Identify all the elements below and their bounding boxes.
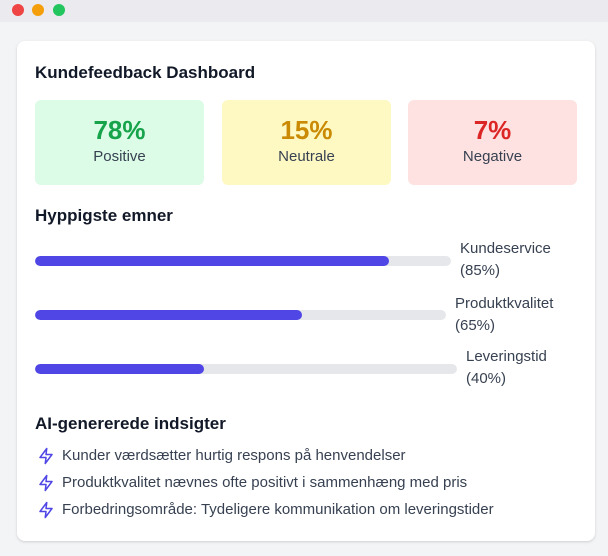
stat-value-neutral: 15% xyxy=(280,115,333,145)
stat-value-positive: 78% xyxy=(93,115,146,145)
stat-label-positive: Positive xyxy=(93,148,146,165)
topic-percent: (40%) xyxy=(466,370,507,387)
insight-text: Kunder værdsætter hurtig respons på henv… xyxy=(62,447,406,464)
topic-percent: (85%) xyxy=(460,262,501,279)
topic-bar-fill xyxy=(35,310,303,320)
topic-label: Kundeservice (85%) xyxy=(460,238,551,282)
stat-label-negative: Negative xyxy=(462,148,523,165)
lightning-bolt-icon xyxy=(39,501,53,519)
topic-bar-fill xyxy=(35,364,204,374)
page-title: Kundefeedback Dashboard xyxy=(35,63,256,82)
dashboard-card: Kundefeedback Dashboard 78% Positive 15%… xyxy=(17,41,595,541)
insight-text: Forbedringsområde: Tydeligere kommunikat… xyxy=(62,501,494,518)
topics-section-title: Hyppigste emner xyxy=(35,206,173,225)
stat-label-neutral: Neutrale xyxy=(278,148,335,165)
topic-bar-fill xyxy=(35,256,389,266)
topic-label: Produktkvalitet (65%) xyxy=(455,293,553,337)
topic-bar-track xyxy=(35,256,451,266)
topic-name: Kundeservice xyxy=(460,240,551,257)
stat-card-negative: 7% Negative xyxy=(408,100,577,185)
stat-card-neutral: 15% Neutrale xyxy=(222,100,391,185)
topic-row-product-quality: Produktkvalitet (65%) xyxy=(35,293,565,337)
window-close-button[interactable] xyxy=(12,4,24,16)
topic-row-customer-service: Kundeservice (85%) xyxy=(35,238,565,282)
topic-bar-track xyxy=(35,364,457,374)
topic-name: Produktkvalitet xyxy=(455,295,554,312)
topic-bar-track xyxy=(35,310,446,320)
window-minimize-button[interactable] xyxy=(32,4,44,16)
topic-percent: (65%) xyxy=(455,317,496,334)
window-maximize-button[interactable] xyxy=(53,4,65,16)
lightning-bolt-icon xyxy=(39,474,53,492)
topic-row-delivery-time: Leveringstid (40%) xyxy=(35,346,565,390)
topic-label: Leveringstid (40%) xyxy=(466,346,547,390)
insights-section-title: AI-genererede indsigter xyxy=(35,414,226,433)
window-titlebar xyxy=(0,0,608,22)
lightning-bolt-icon xyxy=(39,447,53,465)
stat-value-negative: 7% xyxy=(473,115,512,145)
topic-name: Leveringstid xyxy=(466,348,547,365)
insight-text: Produktkvalitet nævnes ofte positivt i s… xyxy=(62,474,468,491)
stat-card-positive: 78% Positive xyxy=(35,100,204,185)
